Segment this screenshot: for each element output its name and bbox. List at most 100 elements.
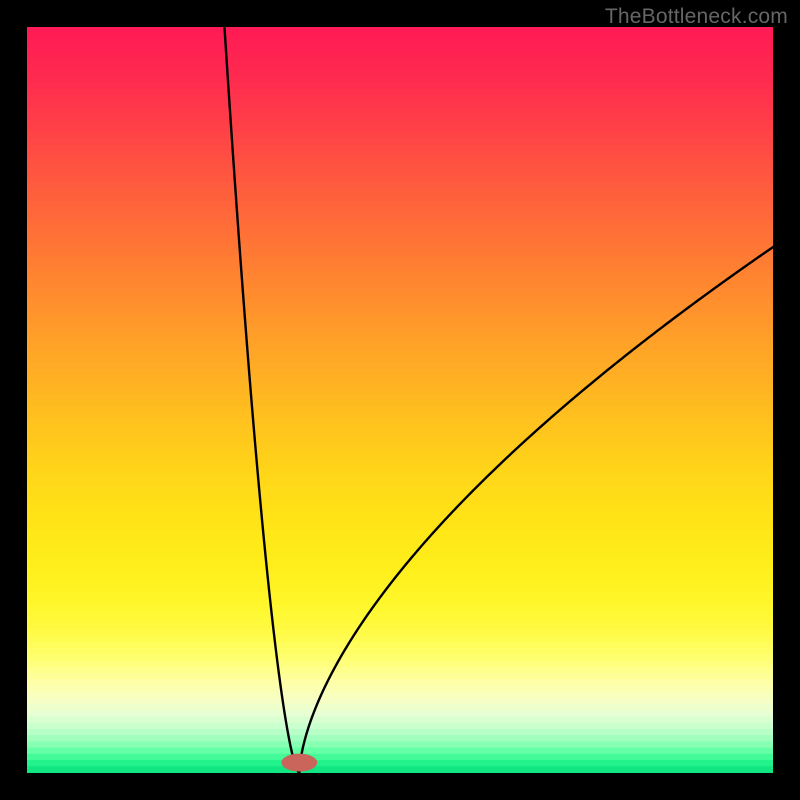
gradient-band	[27, 679, 773, 686]
gradient-band	[27, 182, 773, 189]
gradient-band	[27, 294, 773, 301]
gradient-band	[27, 169, 773, 176]
gradient-band	[27, 455, 773, 462]
gradient-band	[27, 114, 773, 121]
gradient-band	[27, 685, 773, 692]
gradient-band	[27, 319, 773, 326]
gradient-band	[27, 735, 773, 742]
gradient-band	[27, 748, 773, 755]
gradient-band	[27, 449, 773, 456]
gradient-band	[27, 201, 773, 208]
gradient-band	[27, 667, 773, 674]
gradient-band	[27, 754, 773, 761]
gradient-band	[27, 549, 773, 556]
gradient-band	[27, 281, 773, 288]
gradient-band	[27, 542, 773, 549]
gradient-band	[27, 132, 773, 139]
gradient-band	[27, 717, 773, 724]
gradient-band	[27, 145, 773, 152]
gradient-band	[27, 263, 773, 270]
gradient-band	[27, 350, 773, 357]
gradient-band	[27, 661, 773, 668]
gradient-band	[27, 387, 773, 394]
gradient-band	[27, 561, 773, 568]
gradient-band	[27, 275, 773, 282]
gradient-band	[27, 524, 773, 531]
gradient-band	[27, 194, 773, 201]
gradient-band	[27, 288, 773, 295]
gradient-band	[27, 368, 773, 375]
gradient-band	[27, 636, 773, 643]
gradient-band	[27, 536, 773, 543]
gradient-band	[27, 356, 773, 363]
gradient-band	[27, 611, 773, 618]
gradient-band	[27, 306, 773, 313]
gradient-band	[27, 238, 773, 245]
gradient-band	[27, 698, 773, 705]
gradient-band	[27, 598, 773, 605]
gradient-band	[27, 574, 773, 581]
gradient-band	[27, 511, 773, 518]
gradient-band	[27, 76, 773, 83]
gradient-band	[27, 213, 773, 220]
chart-frame	[0, 0, 800, 800]
gradient-band	[27, 138, 773, 145]
gradient-band	[27, 120, 773, 127]
gradient-band	[27, 39, 773, 46]
gradient-band	[27, 126, 773, 133]
gradient-band	[27, 505, 773, 512]
gradient-band	[27, 188, 773, 195]
gradient-band	[27, 592, 773, 599]
gradient-band	[27, 431, 773, 438]
gradient-band	[27, 89, 773, 96]
gradient-band	[27, 642, 773, 649]
gradient-band	[27, 418, 773, 425]
gradient-band	[27, 331, 773, 338]
gradient-band	[27, 424, 773, 431]
gradient-band	[27, 82, 773, 89]
gradient-band	[27, 344, 773, 351]
gradient-band	[27, 499, 773, 506]
gradient-band	[27, 605, 773, 612]
gradient-band	[27, 244, 773, 251]
gradient-band	[27, 673, 773, 680]
gradient-band	[27, 58, 773, 65]
gradient-band	[27, 257, 773, 264]
gradient-band	[27, 95, 773, 102]
gradient-band	[27, 151, 773, 158]
gradient-band	[27, 437, 773, 444]
gradient-band	[27, 312, 773, 319]
gradient-band	[27, 710, 773, 717]
gradient-band	[27, 45, 773, 52]
gradient-band	[27, 474, 773, 481]
gradient-band	[27, 692, 773, 699]
gradient-band	[27, 704, 773, 711]
gradient-band	[27, 101, 773, 108]
gradient-band	[27, 760, 773, 767]
gradient-band	[27, 51, 773, 58]
gradient-band	[27, 518, 773, 525]
gradient-band	[27, 33, 773, 40]
minimum-marker	[281, 754, 317, 772]
gradient-band	[27, 225, 773, 232]
gradient-band	[27, 654, 773, 661]
watermark-text: TheBottleneck.com	[605, 5, 788, 29]
gradient-band	[27, 219, 773, 226]
gradient-band	[27, 468, 773, 475]
gradient-band	[27, 617, 773, 624]
gradient-band	[27, 250, 773, 257]
gradient-band	[27, 107, 773, 114]
gradient-band	[27, 729, 773, 736]
gradient-band	[27, 400, 773, 407]
gradient-band	[27, 393, 773, 400]
gradient-band	[27, 530, 773, 537]
gradient-band	[27, 493, 773, 500]
gradient-band	[27, 337, 773, 344]
gradient-band	[27, 766, 773, 773]
gradient-background	[27, 27, 773, 774]
gradient-band	[27, 462, 773, 469]
gradient-band	[27, 163, 773, 170]
gradient-band	[27, 157, 773, 164]
gradient-band	[27, 64, 773, 71]
gradient-band	[27, 580, 773, 587]
